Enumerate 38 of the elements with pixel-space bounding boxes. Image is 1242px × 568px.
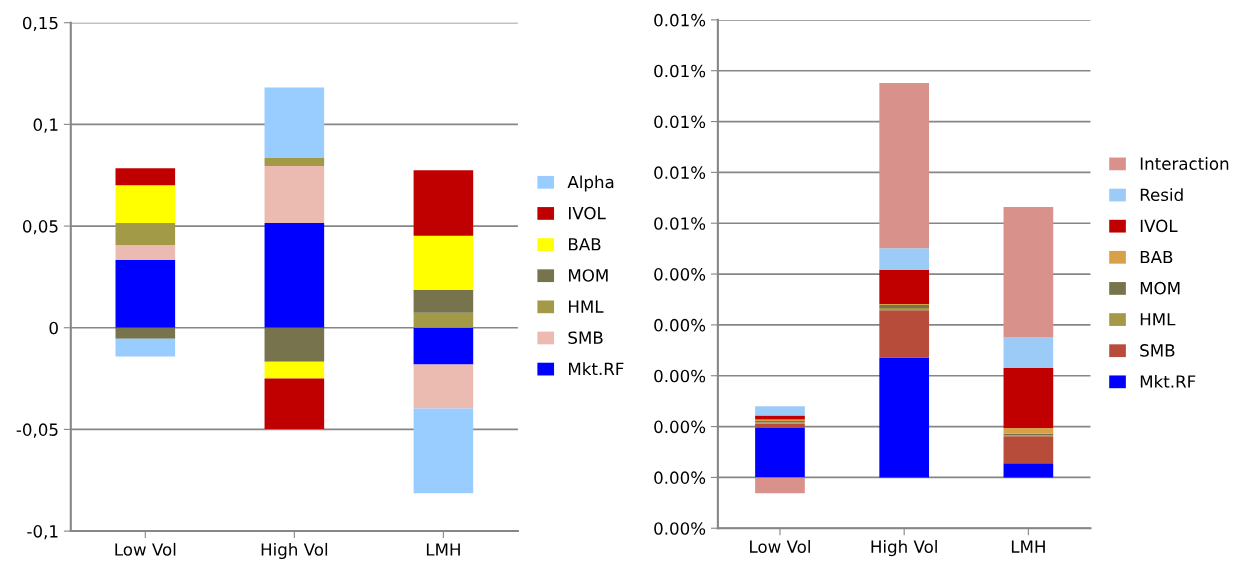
y-tick-label: 0.00% <box>654 420 706 434</box>
legend-label: MOM <box>1140 281 1180 295</box>
y-tick-label: -0,05 <box>16 423 58 438</box>
legend-label: HML <box>569 300 604 313</box>
legend-label: Interaction <box>1140 157 1229 170</box>
x-tick-label: Low Vol <box>750 540 810 553</box>
y-tick-label: 0.01% <box>654 217 706 230</box>
legend-label: Mkt.RF <box>1140 374 1196 388</box>
y-tick-label: -0,1 <box>27 525 58 540</box>
legend-label: BAB <box>569 238 601 251</box>
y-tick-label: 0.01% <box>654 13 706 27</box>
legend-label: HML <box>1140 313 1176 326</box>
legend-label: IVOL <box>569 206 606 220</box>
legend-label: Resid <box>1140 188 1183 202</box>
y-tick-label: 0.01% <box>654 64 706 78</box>
y-tick-label: 0.01% <box>654 115 706 129</box>
y-tick-label: 0.00% <box>654 318 706 332</box>
y-tick-label: 0,1 <box>33 118 58 133</box>
legend-label: BAB <box>1140 250 1173 264</box>
y-tick-label: 0.01% <box>654 166 706 179</box>
y-tick-label: 0.00% <box>654 471 706 484</box>
legend-label: IVOL <box>1140 219 1178 233</box>
legend-label: Alpha <box>567 175 614 192</box>
x-tick-label: High Vol <box>261 542 328 560</box>
y-tick-label: 0,05 <box>22 220 58 235</box>
legend-label: SMB <box>1140 344 1175 357</box>
y-tick-label: 0 <box>49 321 58 335</box>
x-tick-label: Low Vol <box>115 542 176 556</box>
y-tick-label: 0.00% <box>654 369 706 383</box>
x-tick-label: High Vol <box>871 540 937 557</box>
y-tick-label: 0,15 <box>22 16 58 31</box>
x-tick-label: LMH <box>426 543 460 556</box>
y-tick-label: 0.00% <box>654 268 706 281</box>
legend-label: MOM <box>569 269 608 282</box>
legend-label: Mkt.RF <box>569 362 624 375</box>
legend-label: SMB <box>568 331 603 344</box>
y-tick-label: 0.00% <box>654 522 706 535</box>
x-tick-label: LMH <box>1011 540 1045 553</box>
